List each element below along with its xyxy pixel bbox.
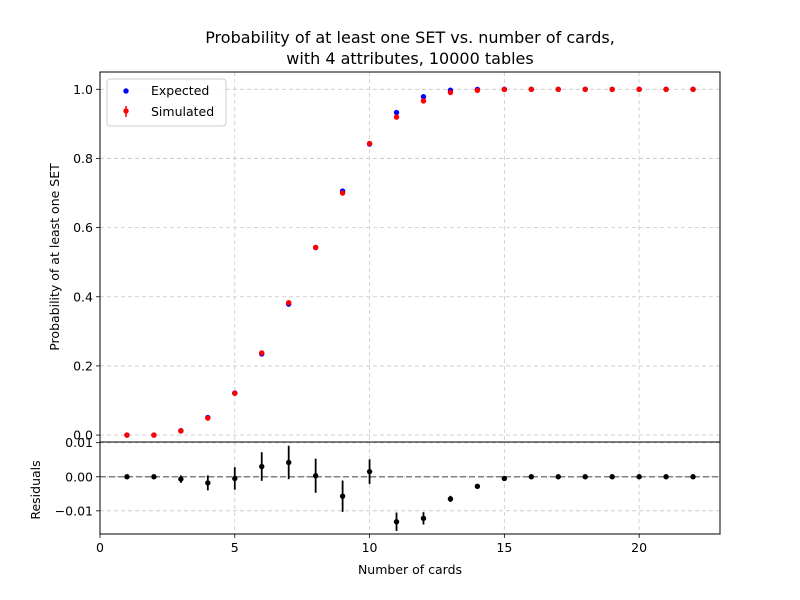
residual-point [393, 519, 400, 525]
residuals-data-points [124, 445, 696, 531]
simulated-point [690, 86, 696, 92]
residuals-axes-frame [99, 441, 721, 535]
x-tick-label: 0 [96, 540, 104, 555]
residual-point [447, 496, 454, 502]
residual-point [124, 474, 130, 480]
main-y-ticks: 0.0 0.2 0.4 0.6 0.8 1.0 [73, 82, 100, 443]
residual-point [312, 473, 319, 479]
simulated-point [259, 350, 265, 356]
legend: Expected Simulated [106, 78, 227, 127]
main-y-tick-label: 0.8 [73, 151, 93, 166]
residuals-y-axis-label: Residuals [28, 460, 43, 519]
main-y-axis-label: Probability of at least one SET [47, 163, 62, 351]
residuals-gridlines [100, 442, 720, 534]
legend-simulated-label: Simulated [151, 104, 214, 119]
simulated-point [528, 86, 535, 92]
x-tick-label: 10 [362, 540, 378, 555]
simulated-point [285, 299, 292, 306]
main-y-tick-label: 0.0 [73, 428, 93, 443]
simulated-point [205, 415, 211, 421]
x-tick-label: 20 [631, 540, 647, 555]
legend-box [106, 78, 227, 127]
residual-point [663, 474, 669, 480]
simulated-point [447, 89, 454, 96]
residuals-y-ticks: −0.01 0.00 0.01 [55, 435, 100, 518]
residual-point [582, 474, 588, 480]
simulated-point [501, 86, 508, 93]
chart-title-line-2: with 4 attributes, 10000 tables [286, 49, 533, 68]
simulated-point [609, 86, 615, 92]
expected-point [420, 94, 427, 100]
simulated-point [636, 86, 642, 92]
main-y-tick-label: 0.6 [73, 220, 93, 235]
chart-title-line-1: Probability of at least one SET vs. numb… [205, 28, 615, 47]
simulated-point [232, 390, 238, 396]
residual-point [690, 474, 696, 480]
x-axis-label: Number of cards [358, 562, 462, 577]
x-tick-label: 15 [496, 540, 512, 555]
simulated-point [393, 114, 400, 120]
simulated-point [178, 428, 184, 434]
x-tick-label: 5 [231, 540, 239, 555]
main-data-points [124, 86, 696, 438]
residual-point [339, 493, 346, 499]
simulated-point [420, 98, 427, 104]
residual-point [366, 468, 373, 475]
simulated-point [582, 86, 588, 92]
simulated-point [151, 432, 157, 438]
residual-point [285, 459, 292, 466]
main-gridlines [100, 72, 720, 442]
main-y-tick-label: 1.0 [73, 82, 93, 97]
residuals-y-tick-label: 0.01 [65, 435, 93, 450]
residual-point [259, 463, 265, 470]
simulated-point [474, 87, 481, 94]
residual-point [474, 483, 481, 489]
legend-expected-label: Expected [151, 83, 209, 98]
simulated-point [555, 86, 561, 92]
residual-point [178, 476, 184, 482]
simulated-point [312, 244, 319, 251]
legend-simulated-marker [123, 108, 129, 114]
simulated-point [663, 86, 669, 92]
residual-point [420, 515, 427, 522]
simulated-point [366, 140, 373, 147]
residual-point [555, 474, 561, 480]
residual-point [151, 474, 157, 480]
main-y-tick-label: 0.2 [73, 358, 93, 373]
x-ticks: 0 5 10 15 20 [96, 534, 647, 555]
residual-point [609, 474, 615, 480]
residual-point [501, 475, 508, 482]
main-y-tick-label: 0.4 [73, 289, 93, 304]
residual-point [636, 474, 642, 480]
main-axes-frame [99, 71, 721, 443]
simulated-point [124, 432, 130, 438]
residuals-y-tick-label: 0.00 [65, 469, 93, 484]
residual-point [205, 480, 211, 486]
residual-point [232, 475, 238, 482]
residual-point [528, 474, 535, 480]
residuals-y-tick-label: −0.01 [55, 503, 93, 518]
simulated-point [339, 190, 346, 196]
legend-expected-marker [123, 88, 129, 94]
expected-point [393, 109, 400, 116]
